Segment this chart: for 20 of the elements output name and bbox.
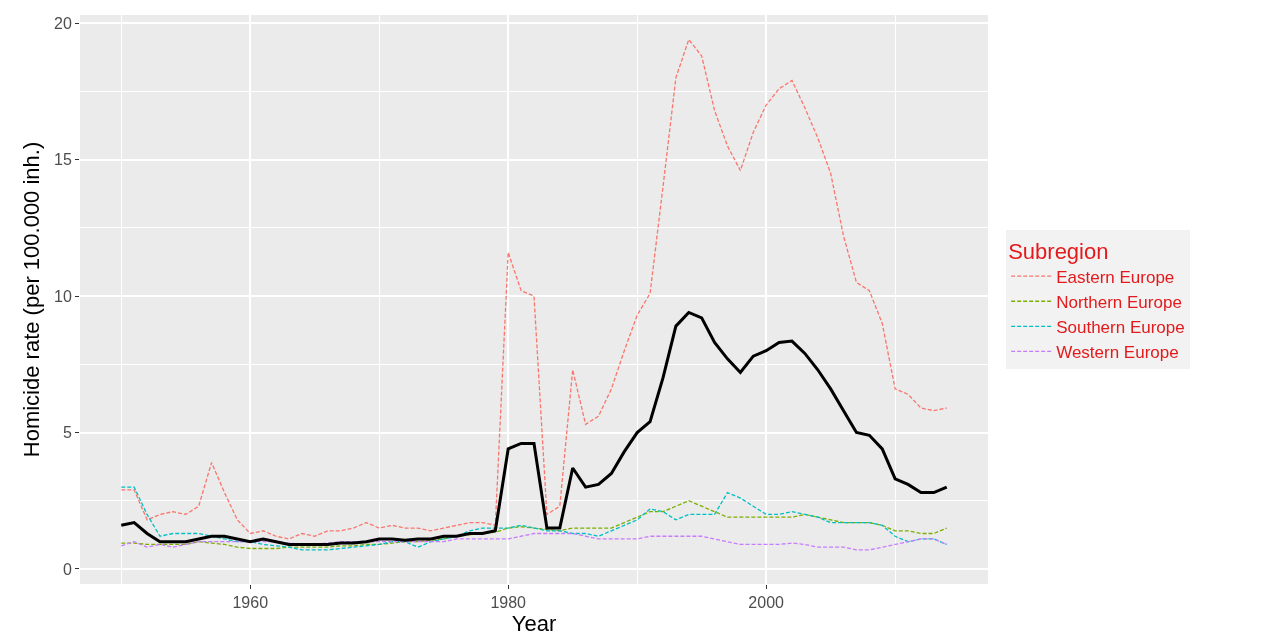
line-series	[120, 38, 948, 540]
line-series	[120, 486, 948, 551]
x-axis-title: Year	[511, 611, 557, 637]
legend-label: Western Europe	[1056, 343, 1179, 363]
x-tick-label: 2000	[748, 594, 785, 612]
y-tick-label: 20	[54, 14, 72, 32]
x-tick-label: 1980	[490, 594, 527, 612]
y-axis-title: Homicide rate (per 100.000 inh.)	[18, 141, 44, 458]
y-tick-label: 5	[62, 424, 72, 442]
legend-label: Northern Europe	[1056, 292, 1182, 312]
x-tick-label: 1960	[232, 594, 269, 612]
line-series	[120, 500, 948, 550]
legend-title: Subregion	[1008, 238, 1109, 264]
y-tick-label: 15	[54, 151, 72, 169]
legend-label: Eastern Europe	[1056, 267, 1175, 287]
line-series	[120, 532, 948, 551]
legend-label: Southern Europe	[1056, 317, 1185, 337]
y-tick-label: 10	[54, 287, 72, 305]
line-series	[119, 310, 949, 546]
y-tick-label: 0	[62, 560, 72, 578]
